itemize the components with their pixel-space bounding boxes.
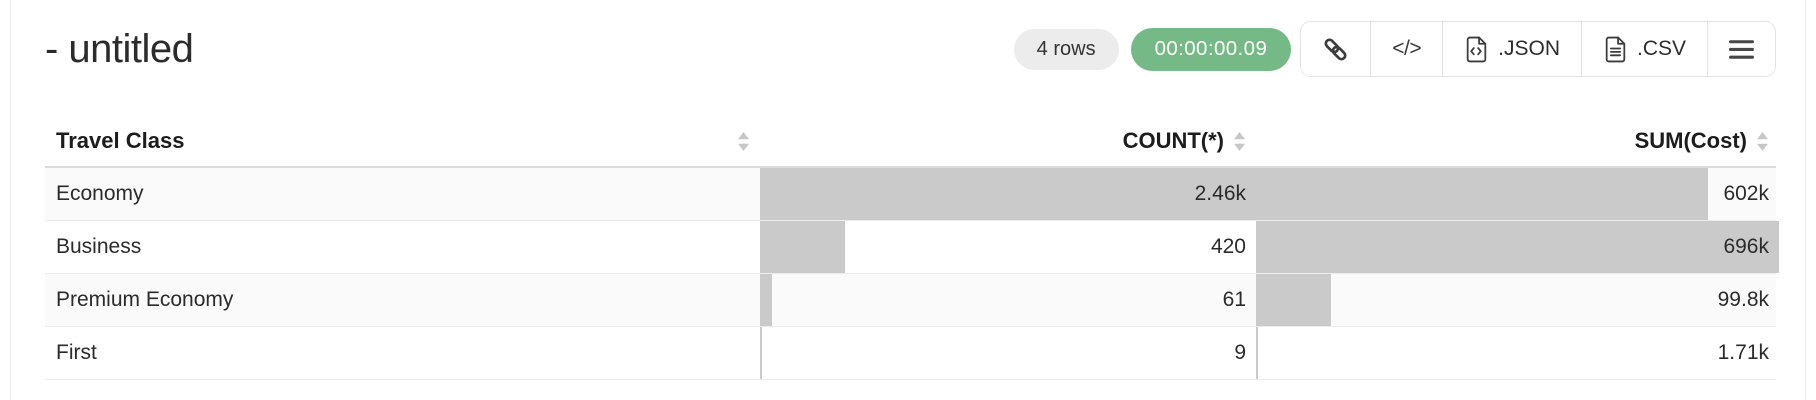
copy-link-button[interactable] xyxy=(1301,22,1371,76)
code-icon: </> xyxy=(1392,37,1422,60)
export-button-group: </> .JSON xyxy=(1300,21,1776,77)
menu-button[interactable] xyxy=(1707,22,1775,76)
column-header-label: Travel Class xyxy=(56,128,185,153)
download-json-button[interactable]: .JSON xyxy=(1442,22,1581,76)
json-button-label: .JSON xyxy=(1498,37,1560,60)
cell-sum: 696k xyxy=(1256,221,1779,273)
count-bar xyxy=(760,168,1256,220)
count-bar xyxy=(760,274,773,326)
cell-value: First xyxy=(56,341,97,364)
cell-sum: 99.8k xyxy=(1256,274,1779,326)
table-header-row: Travel Class COUNT(*) SUM(Cost) xyxy=(45,116,1776,168)
column-header-sum[interactable]: SUM(Cost) xyxy=(1256,116,1779,166)
table-row: Premium Economy 61 99.8k xyxy=(45,274,1776,327)
cell-travel-class: First xyxy=(45,327,760,379)
column-header-count[interactable]: COUNT(*) xyxy=(760,116,1256,166)
cell-value: 420 xyxy=(1210,235,1246,258)
count-bar xyxy=(760,221,845,273)
cell-travel-class: Economy xyxy=(45,168,760,220)
cell-travel-class: Business xyxy=(45,221,760,273)
sort-arrows-icon[interactable] xyxy=(737,131,750,152)
cell-value: Premium Economy xyxy=(56,288,234,311)
table-row: Economy 2.46k 602k xyxy=(45,168,1776,221)
cell-value: Economy xyxy=(56,182,144,205)
cell-count: 61 xyxy=(760,274,1256,326)
sum-bar xyxy=(1256,274,1331,326)
cell-value: 61 xyxy=(1222,288,1246,311)
file-code-icon xyxy=(1466,36,1487,62)
cell-value: 99.8k xyxy=(1717,288,1769,311)
cell-value: 2.46k xyxy=(1194,182,1246,205)
cell-count: 9 xyxy=(760,327,1256,379)
cell-value: 696k xyxy=(1723,235,1769,258)
sum-bar xyxy=(1256,168,1709,220)
row-count-badge: 4 rows xyxy=(1013,28,1119,70)
cell-sum: 1.71k xyxy=(1256,327,1779,379)
sum-bar xyxy=(1256,221,1779,273)
sum-bar xyxy=(1256,327,1258,379)
count-bar xyxy=(760,327,762,379)
page-title: - untitled xyxy=(45,26,194,71)
table-body: Economy 2.46k 602k Business 420 696k Premium E… xyxy=(45,168,1779,380)
column-header-label: SUM(Cost) xyxy=(1634,128,1747,153)
toolbar: 4 rows 00:00:00.09 </> xyxy=(1013,21,1776,77)
top-bar: - untitled 4 rows 00:00:00.09 </> xyxy=(45,0,1776,78)
results-panel: - untitled 4 rows 00:00:00.09 </> xyxy=(10,0,1806,400)
menu-icon xyxy=(1729,39,1754,59)
file-text-icon xyxy=(1605,36,1626,62)
sort-arrows-icon[interactable] xyxy=(1233,131,1246,152)
cell-count: 2.46k xyxy=(760,168,1256,220)
cell-sum: 602k xyxy=(1256,168,1779,220)
link-icon xyxy=(1324,37,1347,61)
cell-value: Business xyxy=(56,235,142,258)
table-row: Business 420 696k xyxy=(45,221,1779,274)
cell-value: 9 xyxy=(1234,341,1246,364)
cell-value: 1.71k xyxy=(1717,341,1769,364)
table-row: First 9 1.71k xyxy=(45,327,1776,380)
results-table: Travel Class COUNT(*) SUM(Cost) xyxy=(45,116,1779,380)
column-header-label: COUNT(*) xyxy=(1122,128,1224,153)
csv-button-label: .CSV xyxy=(1636,37,1686,60)
download-csv-button[interactable]: .CSV xyxy=(1580,22,1707,76)
cell-value: 602k xyxy=(1723,182,1769,205)
query-timer-badge: 00:00:00.09 xyxy=(1130,27,1292,71)
sort-arrows-icon[interactable] xyxy=(1756,131,1769,152)
show-code-button[interactable]: </> xyxy=(1370,22,1443,76)
column-header-travel-class[interactable]: Travel Class xyxy=(45,116,760,166)
cell-travel-class: Premium Economy xyxy=(45,274,760,326)
cell-count: 420 xyxy=(760,221,1256,273)
